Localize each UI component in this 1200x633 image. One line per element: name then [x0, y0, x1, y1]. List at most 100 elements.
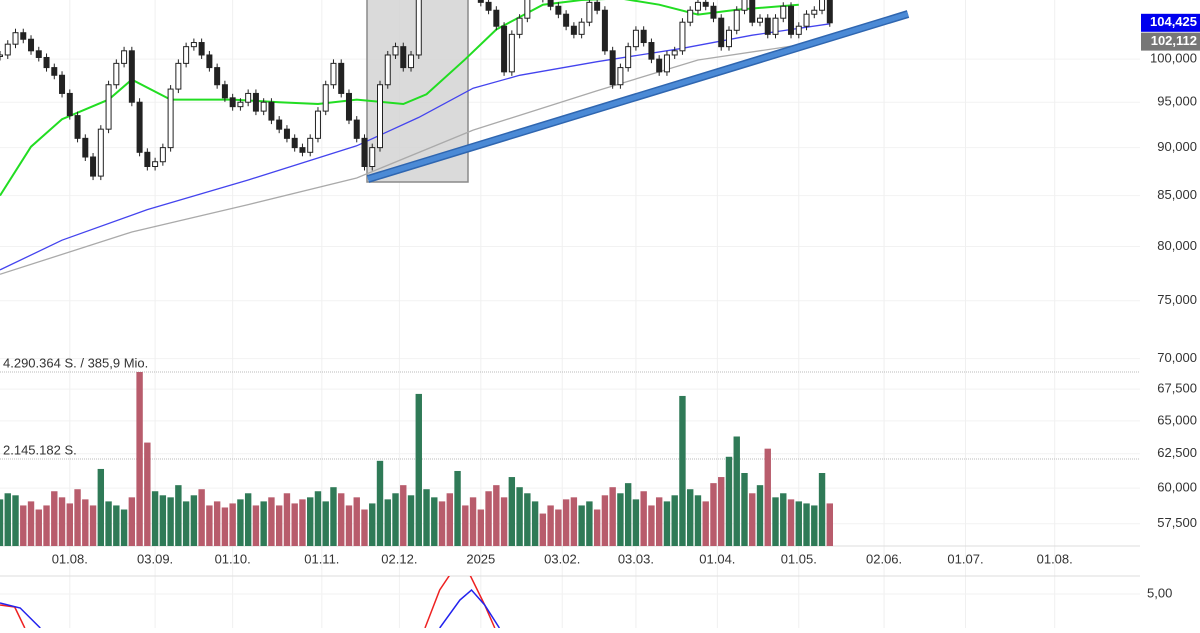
price-badge-label: 104,425: [1150, 14, 1197, 29]
moving-average: [0, 23, 830, 271]
candle: [625, 46, 632, 69]
volume-bar: [392, 493, 399, 546]
candle: [66, 92, 73, 117]
volume-bar: [4, 493, 11, 546]
volume-bar: [330, 487, 337, 546]
price-badge: [1141, 13, 1200, 32]
volume-bar: [539, 513, 547, 546]
candle: [20, 32, 27, 40]
candle: [307, 137, 314, 153]
volume-bar: [369, 503, 376, 546]
candle: [198, 42, 205, 56]
volume-bar: [493, 485, 500, 546]
volume-bar: [260, 501, 267, 546]
volume-bar: [454, 470, 461, 546]
candle: [485, 1, 492, 11]
volume-bar: [578, 505, 585, 546]
candle: [90, 156, 97, 177]
volume-bar: [687, 489, 694, 546]
x-tick-label: 02.06.: [866, 551, 902, 566]
candle: [710, 5, 717, 19]
x-tick-label: 01.10.: [215, 551, 251, 566]
y-tick-label: 67,500: [1157, 381, 1197, 396]
volume-bar: [756, 485, 764, 546]
volume-bar: [299, 499, 306, 546]
candle: [811, 9, 818, 15]
candle: [795, 25, 802, 35]
x-tick-label: 03.09.: [137, 551, 173, 566]
volume-bar: [469, 497, 477, 546]
x-tick-label: 01.08.: [1037, 551, 1073, 566]
x-tick-label: 01.11.: [304, 551, 339, 566]
candle: [113, 62, 120, 86]
volume-bar: [51, 491, 58, 546]
y-tick-label: 62,500: [1157, 445, 1197, 460]
osc-line: [439, 588, 501, 628]
candle: [772, 17, 779, 35]
volume-bar: [66, 503, 73, 546]
oscillator: [0, 576, 501, 628]
volume-bar: [182, 501, 190, 546]
volume-bar: [524, 493, 531, 546]
volume-bar: [407, 495, 415, 546]
candle: [408, 54, 415, 69]
price-badge-label: 102,112: [1151, 33, 1197, 48]
volume-bar: [431, 497, 438, 546]
volume-bar: [826, 503, 833, 546]
candle: [4, 43, 11, 56]
x-tick-label: 01.04.: [699, 551, 735, 566]
volume-bar: [624, 483, 632, 546]
candle: [524, 0, 531, 19]
candle: [206, 54, 213, 69]
y-tick-label: 95,000: [1157, 94, 1197, 109]
volume-bar: [12, 495, 19, 546]
volume-bar: [694, 495, 702, 546]
volume-bar: [291, 503, 298, 546]
candle: [268, 101, 275, 121]
candle: [826, 0, 833, 24]
candle: [314, 110, 321, 139]
candle: [601, 9, 608, 52]
candle: [632, 29, 639, 48]
volume-bar: [97, 468, 105, 546]
volume-bar: [485, 491, 492, 546]
volume-bar: [175, 485, 182, 546]
candle: [12, 32, 19, 45]
candle: [741, 0, 748, 11]
candle: [167, 88, 174, 149]
volume-bar: [671, 495, 678, 546]
x-tick-label: 01.08.: [52, 551, 88, 566]
volume-bar: [586, 501, 593, 546]
candle: [245, 92, 252, 103]
volume-bar: [632, 499, 640, 546]
y-tick-label: 65,000: [1157, 412, 1197, 427]
candle: [136, 101, 143, 153]
volume-bar: [477, 509, 485, 546]
candle: [757, 17, 763, 23]
volume-bar: [151, 491, 159, 546]
volume-bar: [749, 493, 756, 546]
candle: [803, 13, 810, 27]
volume-bar: [20, 505, 27, 546]
candle: [338, 62, 345, 94]
volume-bar: [609, 487, 616, 546]
y-tick-label: 90,000: [1157, 139, 1197, 154]
candle: [128, 50, 135, 103]
volume-bar: [384, 499, 391, 546]
candle: [105, 84, 112, 130]
candle: [190, 42, 197, 48]
moving-average: [0, 44, 799, 275]
volume-bar: [516, 487, 523, 546]
moving-average: [0, 0, 799, 197]
candle: [694, 1, 701, 11]
candle: [687, 9, 694, 23]
candle: [74, 115, 81, 139]
axis-background: [1140, 0, 1200, 628]
volume-bar: [555, 509, 562, 546]
candle: [609, 50, 616, 86]
candle: [353, 119, 360, 139]
volume-bar: [655, 497, 663, 546]
candle: [400, 46, 407, 69]
candle: [345, 92, 352, 121]
